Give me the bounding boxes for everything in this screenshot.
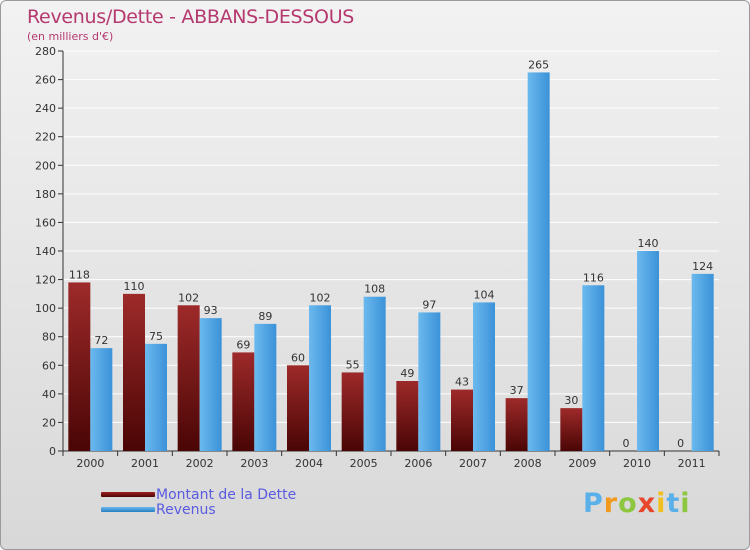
x-tick-label: 2001 [131, 457, 159, 470]
logo-letter: x [637, 488, 657, 519]
x-tick-label: 2003 [240, 457, 268, 470]
logo-letter: r [603, 488, 619, 519]
data-label-revenus: 124 [692, 260, 713, 273]
logo-letter: i [680, 488, 691, 519]
legend-label-revenus: Revenus [156, 502, 216, 518]
bar-revenus [199, 318, 222, 451]
y-tick-label: 260 [35, 74, 56, 87]
data-label-dette: 102 [178, 291, 199, 304]
bar-dette [177, 305, 200, 451]
bar-dette [232, 352, 255, 451]
data-label-dette: 43 [455, 376, 469, 389]
bar-dette [341, 372, 364, 451]
data-label-revenus: 102 [310, 291, 331, 304]
y-tick-label: 20 [42, 416, 56, 429]
y-tick-label: 80 [42, 331, 56, 344]
logo-letter: t [666, 488, 681, 519]
data-label-revenus: 140 [638, 237, 659, 250]
data-label-dette: 110 [124, 280, 145, 293]
bar-dette [396, 381, 419, 451]
y-tick-label: 280 [35, 45, 56, 58]
y-tick-label: 140 [35, 245, 56, 258]
x-tick-label: 2004 [295, 457, 323, 470]
bar-dette [123, 293, 145, 451]
logo-letter: i [656, 488, 667, 519]
data-label-dette: 0 [677, 437, 684, 450]
y-tick-label: 40 [42, 388, 56, 401]
bar-revenus [90, 348, 113, 451]
legend-swatch-dette [101, 492, 155, 497]
y-tick-label: 240 [35, 102, 56, 115]
data-label-dette: 49 [400, 367, 414, 380]
bar-revenus [418, 312, 441, 451]
data-label-revenus: 265 [528, 58, 549, 71]
data-label-dette: 0 [623, 437, 630, 450]
y-tick-label: 120 [35, 274, 56, 287]
bar-dette [560, 408, 583, 451]
y-tick-label: 100 [35, 302, 56, 315]
bar-revenus [309, 305, 331, 451]
y-tick-label: 200 [35, 159, 56, 172]
data-label-dette: 118 [69, 268, 90, 281]
x-tick-label: 2008 [514, 457, 542, 470]
bar-dette [287, 365, 309, 451]
bar-revenus [691, 273, 714, 451]
chart-title: Revenus/Dette - ABBANS-DESSOUS [27, 6, 355, 28]
data-label-revenus: 97 [422, 298, 436, 311]
logo-letter: o [618, 488, 638, 519]
logo-letter: P [583, 488, 604, 519]
y-tick-label: 160 [35, 216, 56, 229]
x-tick-label: 2011 [678, 457, 706, 470]
bar-dette [505, 398, 528, 451]
x-tick-label: 2005 [350, 457, 378, 470]
x-tick-label: 2006 [404, 457, 432, 470]
x-tick-label: 2009 [568, 457, 596, 470]
y-tick-label: 0 [49, 445, 56, 458]
x-tick-label: 2007 [459, 457, 487, 470]
data-label-revenus: 104 [474, 288, 495, 301]
data-label-revenus: 72 [94, 334, 108, 347]
bar-revenus [637, 251, 659, 451]
data-label-revenus: 75 [149, 330, 163, 343]
y-tick-label: 60 [42, 359, 56, 372]
data-label-revenus: 108 [364, 283, 385, 296]
bar-revenus [527, 72, 550, 451]
bar-revenus [145, 343, 167, 451]
x-tick-label: 2010 [623, 457, 651, 470]
legend-swatch-revenus [101, 507, 155, 512]
data-label-dette: 55 [346, 358, 360, 371]
bar-dette [68, 282, 91, 451]
x-tick-label: 2002 [186, 457, 214, 470]
data-label-revenus: 89 [258, 310, 272, 323]
bar-revenus [363, 296, 386, 451]
bar-revenus [473, 302, 495, 451]
x-tick-label: 2000 [76, 457, 104, 470]
data-label-dette: 30 [564, 394, 578, 407]
bar-revenus [254, 323, 277, 451]
y-tick-label: 180 [35, 188, 56, 201]
bar-dette [451, 389, 473, 451]
bar-revenus [582, 285, 605, 451]
data-label-dette: 69 [236, 338, 250, 351]
proxiti-logo: Proxiti [583, 488, 691, 519]
y-tick-label: 220 [35, 131, 56, 144]
legend-label-dette: Montant de la Dette [156, 487, 297, 503]
chart-subtitle: (en milliers d'€) [27, 30, 114, 43]
data-label-revenus: 93 [204, 304, 218, 317]
data-label-dette: 37 [510, 384, 524, 397]
data-label-revenus: 116 [583, 271, 604, 284]
data-label-dette: 60 [291, 351, 305, 364]
